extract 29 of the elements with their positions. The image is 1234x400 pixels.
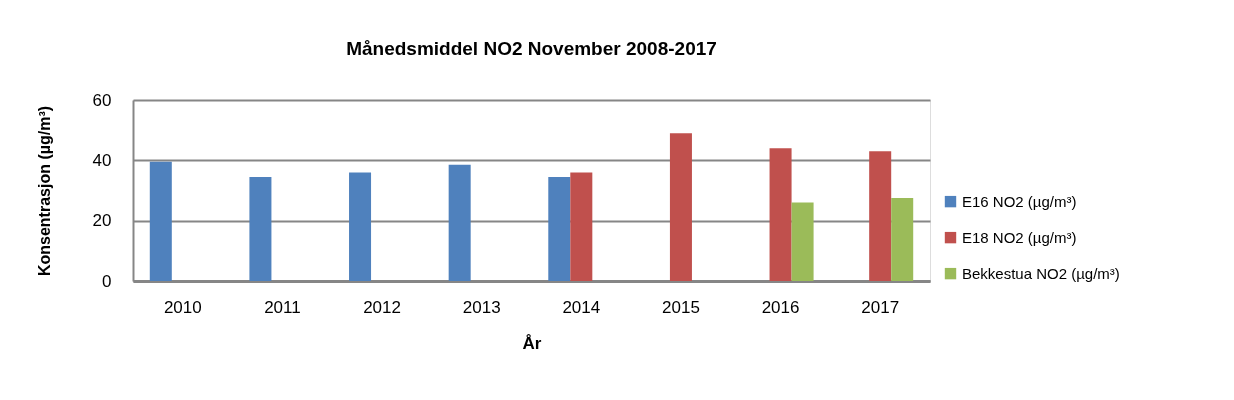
x-tick-label: 2017 bbox=[861, 297, 900, 317]
x-tick-label: 2010 bbox=[163, 297, 202, 317]
y-tick-label: 20 bbox=[92, 211, 112, 231]
bar bbox=[769, 148, 792, 281]
bar bbox=[548, 176, 571, 281]
x-tick-label: 2013 bbox=[462, 297, 501, 317]
bar bbox=[149, 161, 172, 281]
bar bbox=[891, 198, 914, 281]
bar bbox=[570, 172, 593, 281]
x-tick-label: 2014 bbox=[562, 297, 601, 317]
legend-label: Bekkestua NO2 (µg/m³) bbox=[962, 264, 1120, 282]
y-axis-title: Konsentrasjon (µg/m³) bbox=[35, 105, 53, 277]
legend-label: E18 NO2 (µg/m³) bbox=[962, 228, 1077, 246]
bar bbox=[249, 176, 272, 281]
x-tick-label: 2015 bbox=[662, 297, 700, 317]
y-tick-label: 40 bbox=[92, 150, 112, 170]
y-tick-label: 60 bbox=[92, 90, 112, 110]
x-tick-label: 2016 bbox=[761, 297, 800, 317]
y-tick-label: 0 bbox=[102, 271, 112, 291]
bar bbox=[869, 151, 892, 281]
bar bbox=[349, 172, 372, 281]
legend-label: E16 NO2 (µg/m³) bbox=[962, 192, 1077, 210]
chart-title: Månedsmiddel NO2 November 2008-2017 bbox=[346, 38, 717, 59]
x-tick-label: 2011 bbox=[264, 297, 301, 317]
x-tick-label: 2012 bbox=[363, 297, 401, 317]
bar bbox=[448, 164, 471, 281]
bar bbox=[669, 133, 692, 281]
x-axis-title: År bbox=[522, 333, 542, 353]
bar bbox=[791, 202, 814, 281]
